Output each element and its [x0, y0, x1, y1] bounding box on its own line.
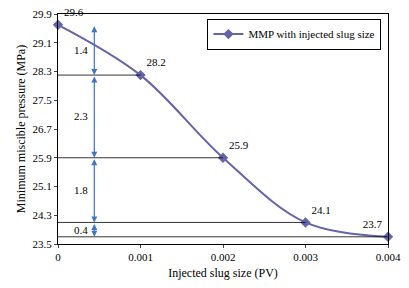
svg-text:MMP with injected slug size: MMP with injected slug size	[248, 28, 374, 40]
svg-text:24.1: 24.1	[312, 204, 331, 216]
svg-text:0.001: 0.001	[128, 251, 153, 263]
svg-text:29.9: 29.9	[33, 8, 53, 20]
svg-text:29.1: 29.1	[33, 37, 52, 49]
svg-text:27.5: 27.5	[33, 94, 53, 106]
svg-text:28.3: 28.3	[33, 65, 53, 77]
svg-text:0.004: 0.004	[376, 251, 401, 263]
svg-text:0.4: 0.4	[74, 224, 88, 236]
svg-text:Injected slug size (PV): Injected slug size (PV)	[168, 266, 278, 280]
svg-text:2.3: 2.3	[74, 110, 88, 122]
svg-text:29.6: 29.6	[64, 6, 84, 18]
svg-text:1.8: 1.8	[74, 184, 88, 196]
svg-text:25.9: 25.9	[33, 152, 53, 164]
svg-text:26.7: 26.7	[33, 123, 53, 135]
svg-text:28.2: 28.2	[147, 56, 166, 68]
svg-text:23.5: 23.5	[33, 238, 53, 250]
svg-text:24.3: 24.3	[33, 209, 53, 221]
svg-text:0: 0	[55, 251, 61, 263]
svg-text:0.002: 0.002	[211, 251, 236, 263]
svg-text:23.7: 23.7	[363, 218, 383, 230]
svg-text:Minimum miscible pressure (MPa: Minimum miscible pressure (MPa)	[14, 45, 28, 213]
svg-text:25.1: 25.1	[33, 180, 52, 192]
svg-text:0.003: 0.003	[293, 251, 318, 263]
svg-text:25.9: 25.9	[229, 139, 249, 151]
svg-text:1.4: 1.4	[74, 44, 88, 56]
